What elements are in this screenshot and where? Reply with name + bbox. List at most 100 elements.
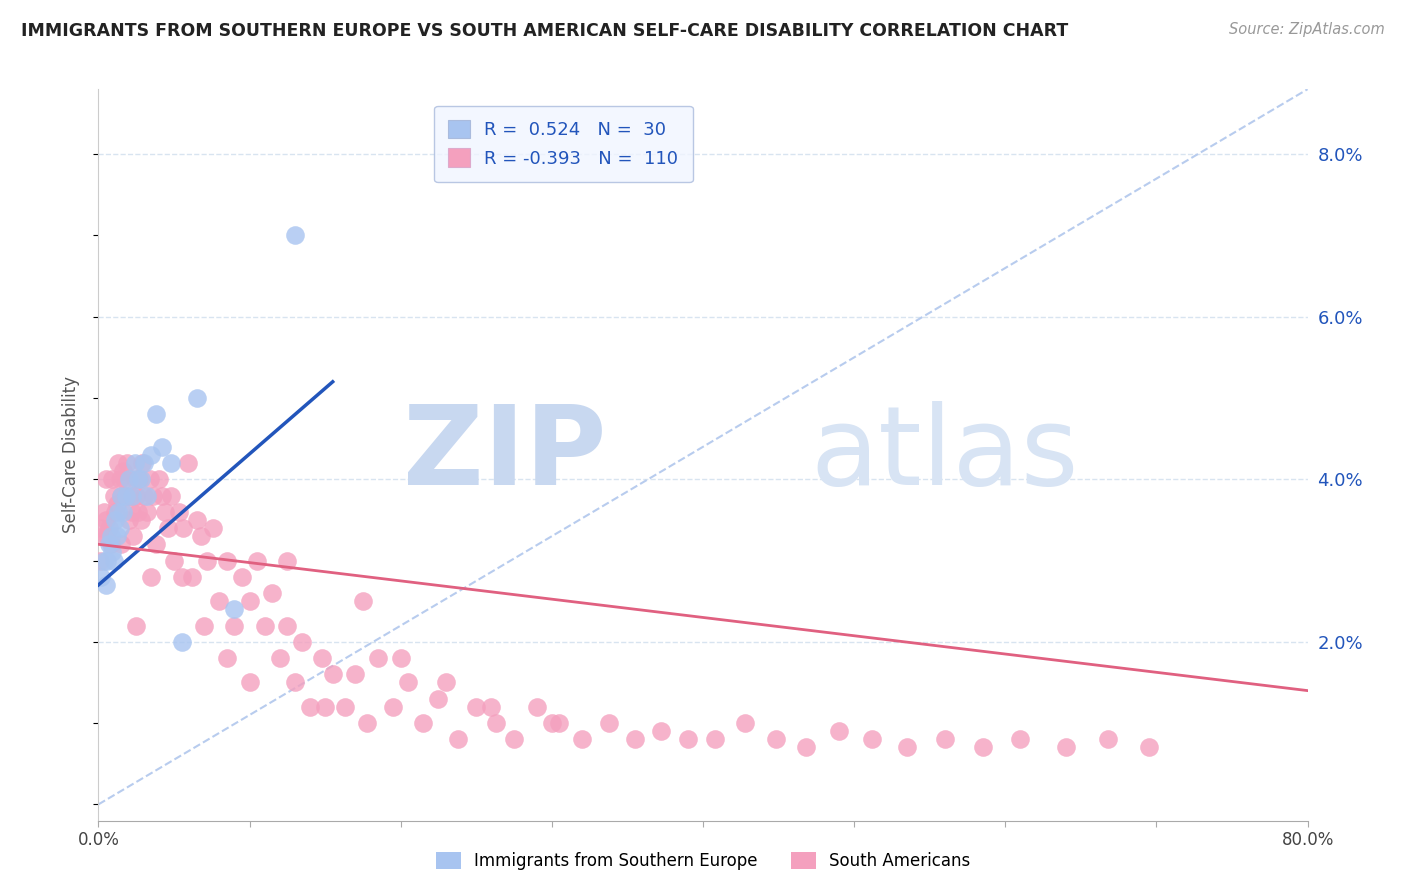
Point (972, 740, 994, 755)
Point (94, 513, 117, 527)
Point (142, 489, 165, 503)
Point (170, 635, 193, 649)
Point (765, 732, 787, 747)
Point (526, 699, 548, 714)
Point (110, 489, 132, 503)
Point (115, 456, 138, 470)
Point (253, 618, 276, 632)
Point (135, 505, 157, 519)
Point (120, 489, 142, 503)
Point (141, 448, 163, 462)
Point (1097, 732, 1119, 747)
Point (100, 529, 122, 543)
Point (122, 529, 145, 543)
Text: Source: ZipAtlas.com: Source: ZipAtlas.com (1229, 22, 1385, 37)
Point (624, 732, 647, 747)
Point (100, 537, 122, 551)
Point (239, 675, 262, 690)
Point (121, 505, 143, 519)
Point (93, 505, 115, 519)
Point (1054, 740, 1077, 755)
Legend: Immigrants from Southern Europe, South Americans: Immigrants from Southern Europe, South A… (429, 845, 977, 877)
Point (299, 699, 322, 714)
Point (132, 489, 155, 503)
Point (127, 472, 149, 486)
Point (111, 464, 134, 478)
Point (828, 724, 851, 739)
Point (311, 651, 333, 665)
Point (118, 472, 141, 486)
Point (262, 586, 284, 600)
Point (96, 529, 118, 543)
Point (112, 472, 135, 486)
Point (90, 521, 112, 535)
Point (160, 456, 183, 470)
Point (125, 618, 148, 632)
Point (170, 570, 193, 584)
Point (276, 618, 298, 632)
Point (90, 570, 112, 584)
Point (231, 570, 253, 584)
Point (101, 545, 124, 559)
Point (96, 553, 118, 567)
Point (215, 651, 238, 665)
Point (110, 489, 132, 503)
Point (127, 505, 149, 519)
Point (103, 489, 125, 503)
Point (153, 505, 176, 519)
Point (110, 537, 132, 551)
Point (412, 716, 434, 731)
Point (141, 570, 163, 584)
Point (389, 651, 412, 665)
Point (89, 553, 111, 567)
Point (105, 529, 128, 543)
Point (367, 651, 389, 665)
Point (104, 513, 127, 527)
Point (202, 521, 225, 535)
Point (548, 716, 571, 731)
Point (105, 497, 128, 511)
Point (208, 594, 231, 608)
Point (344, 667, 367, 681)
Point (734, 716, 756, 731)
Point (650, 724, 672, 739)
Point (704, 732, 727, 747)
Legend: R =  0.524   N =  30, R = -0.393   N =  110: R = 0.524 N = 30, R = -0.393 N = 110 (434, 105, 693, 182)
Point (150, 440, 173, 454)
Point (481, 699, 503, 714)
Point (139, 472, 162, 486)
Point (447, 732, 470, 747)
Point (118, 513, 141, 527)
Point (172, 521, 194, 535)
Point (284, 675, 307, 690)
Point (1010, 732, 1032, 747)
Text: ZIP: ZIP (404, 401, 606, 508)
Point (276, 553, 298, 567)
Point (465, 699, 488, 714)
Point (94, 472, 117, 486)
Point (163, 553, 186, 567)
Point (128, 472, 150, 486)
Y-axis label: Self-Care Disability: Self-Care Disability (62, 376, 80, 533)
Point (540, 716, 562, 731)
Point (195, 553, 218, 567)
Point (91, 529, 114, 543)
Point (114, 489, 136, 503)
Point (352, 594, 374, 608)
Point (108, 472, 131, 486)
Point (135, 489, 157, 503)
Point (124, 456, 146, 470)
Point (598, 716, 620, 731)
Point (186, 513, 208, 527)
Point (1137, 740, 1160, 755)
Point (176, 456, 198, 470)
Point (356, 716, 378, 731)
Point (114, 489, 136, 503)
Point (896, 740, 918, 755)
Point (150, 489, 173, 503)
Point (434, 675, 457, 690)
Point (98, 537, 121, 551)
Point (167, 505, 190, 519)
Point (148, 472, 170, 486)
Point (239, 594, 262, 608)
